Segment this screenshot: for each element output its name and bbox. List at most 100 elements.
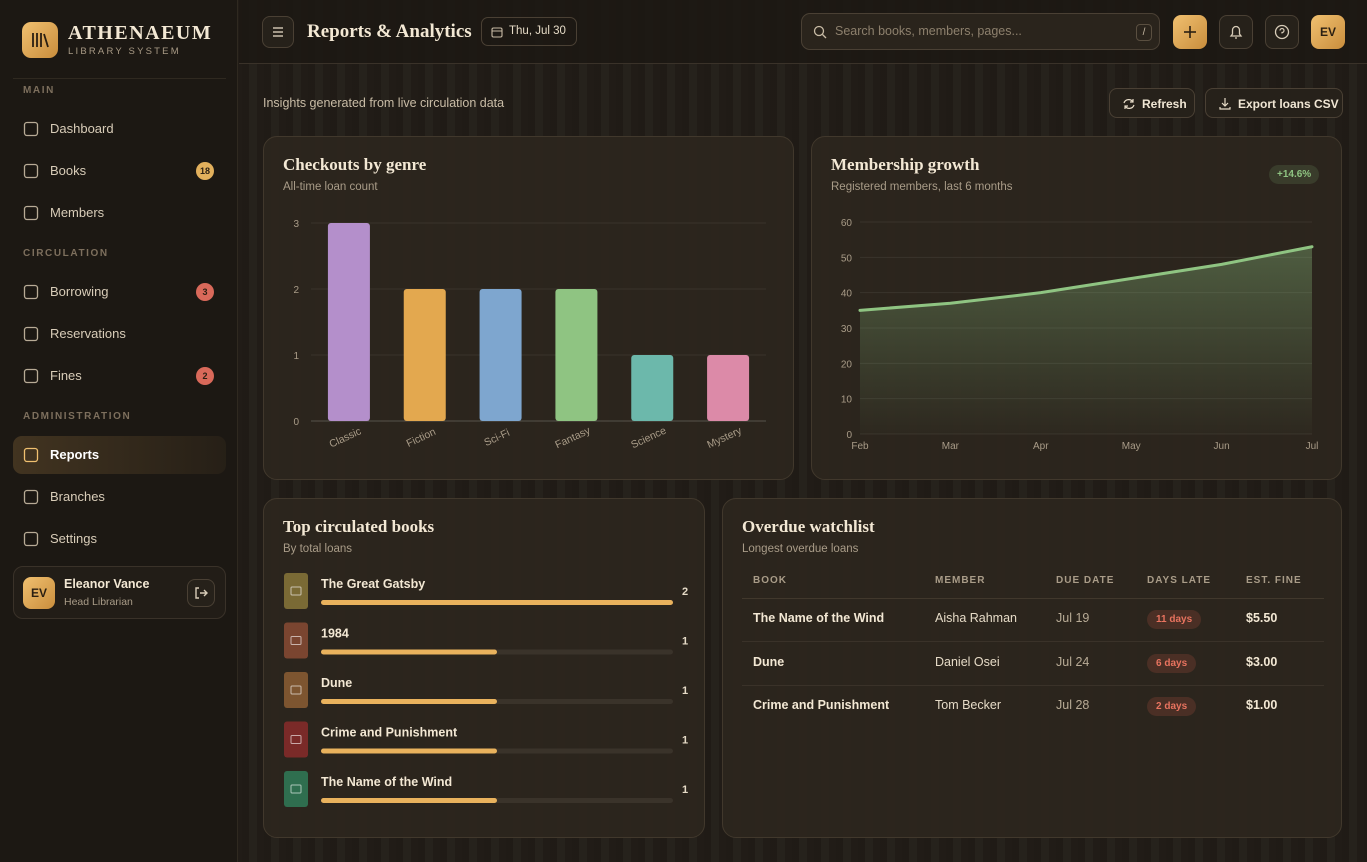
search-box[interactable]: Search books, members, pages... / (801, 13, 1160, 50)
bell-icon (1229, 25, 1243, 39)
export-button[interactable]: Export loans CSV (1205, 88, 1343, 118)
value-label: 1 (682, 735, 688, 747)
icon-shape (23, 447, 39, 463)
nav-item[interactable]: Dashboard (13, 110, 226, 148)
nav: MAIN Dashboard Books 18 Members CIRCULATION Bo… (0, 86, 238, 556)
bar (631, 355, 674, 421)
y-tick-label: 2 (293, 285, 299, 296)
avatar[interactable]: EV (1311, 15, 1345, 49)
card-subtitle: By total loans (283, 543, 353, 555)
x-tick-label: May (1122, 441, 1141, 452)
nav-item[interactable]: Borrowing 3 (13, 273, 226, 311)
card-title: Checkouts by genre (283, 155, 427, 174)
table-cell: Dune (753, 654, 785, 669)
bar (321, 748, 497, 754)
y-tick-label: 30 (841, 324, 853, 335)
card-title: Membership growth (831, 155, 980, 174)
help-button[interactable] (1265, 15, 1299, 49)
row-divider (742, 684, 1324, 686)
nav-item[interactable]: Members (13, 194, 226, 232)
nav-label: Reports (50, 447, 100, 462)
column-header: EST. FINE (1246, 575, 1302, 586)
y-tick-label: 60 (841, 218, 853, 229)
icon-shape (23, 531, 39, 547)
tagline: LIBRARY SYSTEM (68, 46, 181, 57)
notifications-button[interactable] (1219, 15, 1253, 49)
search-placeholder: Search books, members, pages... (835, 24, 1022, 38)
menu-button[interactable] (262, 16, 294, 48)
x-tick-label: Jun (1214, 441, 1230, 452)
bar (479, 289, 522, 421)
nav-item[interactable]: Reports (13, 436, 226, 474)
x-tick-label: Feb (851, 441, 869, 452)
value-label: 1 (682, 685, 688, 697)
y-tick-label: 0 (846, 430, 852, 441)
button-label: Export loans CSV (1238, 97, 1339, 111)
nav-item[interactable]: Reservations (13, 315, 226, 353)
bar (555, 289, 598, 421)
top-books-chart: The Great Gatsby 2 1984 1 Dune 1 Crime and Pun… (284, 573, 688, 807)
logout-icon (195, 587, 208, 599)
sidebar: ATHENAEUM LIBRARY SYSTEM MAIN Dashboard Bo… (0, 0, 238, 862)
table-cell: Jul 24 (1056, 654, 1090, 669)
toolbar-note: Insights generated from live circulation… (263, 96, 505, 110)
bar (403, 289, 446, 421)
add-button[interactable] (1173, 15, 1207, 49)
y-tick-label: 40 (841, 289, 853, 300)
bar (321, 798, 497, 803)
user-card: EV Eleanor Vance Head Librarian (13, 566, 226, 619)
icon-shape (23, 163, 39, 179)
book-title: The Name of the Wind (321, 775, 452, 789)
nav-icon (23, 368, 39, 384)
genre-chart: 0 1 2 3 Classic Fiction Sci-Fi Fantasy Science My… (293, 219, 766, 451)
book-cover (284, 672, 308, 708)
y-tick-label: 10 (841, 395, 853, 406)
bar (327, 223, 370, 421)
book-cover (284, 771, 308, 807)
bar (707, 355, 750, 421)
icon-shape (23, 489, 39, 505)
icon-shape (23, 205, 39, 221)
bar (321, 600, 673, 605)
refresh-button[interactable]: Refresh (1109, 88, 1195, 118)
nav-badge: 2 (196, 367, 214, 385)
brand: ATHENAEUM (68, 22, 213, 44)
table-cell: $3.00 (1246, 654, 1278, 669)
days-late-pill: 2 days (1147, 697, 1197, 716)
book-icon (290, 636, 302, 645)
y-tick-label: 1 (293, 351, 299, 362)
membership-chart: 0 10 20 30 40 50 60 Feb Mar Apr May Jun Jul (841, 218, 1319, 452)
button-label: Refresh (1142, 97, 1187, 111)
nav-item[interactable]: Branches (13, 478, 226, 516)
column-header: DUE DATE (1056, 575, 1115, 586)
book-icon (290, 735, 302, 744)
nav-item[interactable]: Settings (13, 520, 226, 556)
nav-item[interactable]: Fines 2 (13, 357, 226, 395)
column-header: BOOK (753, 575, 787, 586)
book-title: Dune (321, 676, 352, 690)
days-late-pill: 6 days (1147, 653, 1197, 673)
column-header: DAYS LATE (1147, 575, 1212, 586)
top-books-card: The Great Gatsby 2 1984 1 Dune 1 Crime and Pun… (263, 498, 705, 838)
logout-button[interactable] (187, 579, 215, 607)
growth-badge: +14.6% (1269, 165, 1320, 184)
line (858, 245, 1314, 312)
nav-icon (23, 531, 39, 547)
table-cell: Daniel Osei (935, 654, 1000, 669)
x-tick-label: Fantasy (553, 424, 593, 451)
help-icon (1274, 24, 1290, 40)
icon-shape (23, 121, 39, 137)
nav-item[interactable]: Books 18 (13, 152, 226, 190)
overdue-card: Overdue watchlist Longest overdue loans … (722, 498, 1342, 838)
y-tick-label: 20 (841, 359, 853, 370)
card-subtitle: All-time loan count (283, 181, 378, 193)
user-name: Eleanor Vance (64, 577, 150, 591)
book-cover (284, 622, 308, 659)
value-label: 1 (682, 784, 688, 796)
nav-label: Borrowing (50, 284, 109, 299)
nav-icon (23, 326, 39, 342)
table-header-line (742, 598, 1324, 599)
nav-label: Fines (50, 368, 82, 383)
x-tick-label: Mystery (705, 424, 744, 451)
table-cell: Tom Becker (935, 698, 1001, 712)
